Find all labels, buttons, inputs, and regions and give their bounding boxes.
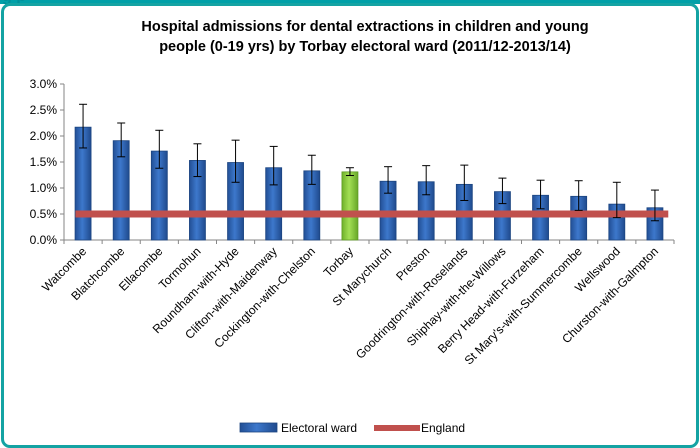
y-tick-label: 2.0% [30,129,58,143]
legend-label-england: England [421,421,465,435]
x-axis: WatcombeBlatchcombeEllacombeTormohunRoun… [39,239,675,367]
bars [74,126,664,241]
y-tick-label: 0.0% [30,233,58,247]
y-tick-label: 3.0% [30,77,58,91]
x-tick-label: Torbay [321,244,356,279]
legend: Electoral ward England [239,421,465,435]
error-bars [79,103,659,222]
y-tick-label: 1.0% [30,181,58,195]
bar-highlight [341,171,359,241]
y-axis: 0.0% 0.5% 1.0% 1.5% 2.0% 2.5% 3.0% [30,77,65,247]
y-tick-label: 1.5% [30,155,58,169]
y-tick-label: 0.5% [30,207,58,221]
top-strip [0,0,700,4]
legend-swatch-electoral-ward [239,422,278,433]
chart-title-line-1: Hospital admissions for dental extractio… [141,19,588,35]
header-fragment: g p [2,0,26,6]
chart-title-line-2: people (0-19 yrs) by Torbay electoral wa… [159,39,571,55]
y-tick-label: 2.5% [30,103,58,117]
legend-label-electoral-ward: Electoral ward [281,421,357,435]
